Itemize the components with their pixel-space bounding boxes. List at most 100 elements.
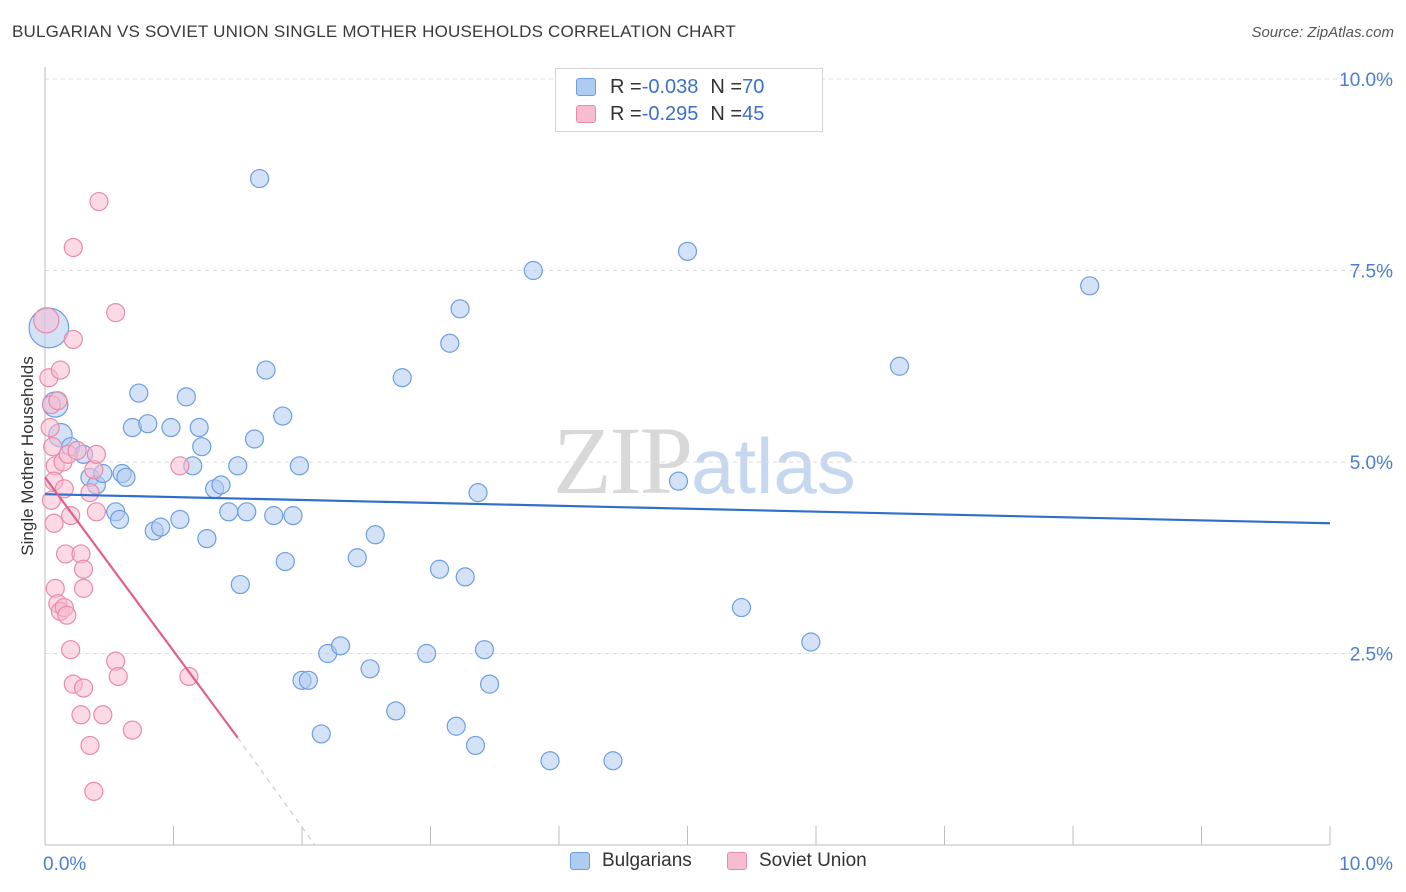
soviet-union-point — [106, 303, 126, 323]
bulgarians-point — [256, 360, 276, 380]
legend-row-soviet-union: R = -0.295 N = 45 — [576, 100, 764, 128]
bulgarians-point — [151, 517, 171, 537]
soviet-union-point — [84, 781, 104, 801]
bulgarians-point — [275, 551, 295, 572]
legend-r-label: R = — [610, 75, 642, 98]
bulgarians-point — [109, 509, 130, 530]
soviet-union-point — [33, 307, 60, 334]
soviet-union-point — [73, 559, 94, 579]
bulgarians-point — [429, 559, 450, 579]
legend-label-bulgarians: Bulgarians — [602, 850, 692, 871]
bulgarians-point — [237, 502, 257, 522]
bulgarians-point — [244, 429, 265, 449]
soviet-union-point — [54, 479, 74, 499]
bulgarians-point — [273, 406, 293, 426]
bulgarians-point — [440, 333, 460, 353]
x-tick-label: 0.0% — [43, 854, 86, 875]
soviet-union-point — [43, 437, 63, 457]
soviet-union-trendline-extension — [237, 737, 316, 846]
bulgarians-point — [116, 467, 136, 487]
bulgarians-trendline — [44, 493, 1331, 525]
x-tick-label: 10.0% — [1339, 854, 1393, 875]
bulgarians-point — [801, 632, 821, 652]
soviet-union-point — [93, 705, 113, 725]
soviet-union-point — [41, 490, 62, 510]
legend-r-value: -0.295 — [641, 102, 699, 125]
bulgarians-point — [176, 387, 196, 407]
bulgarians-point — [189, 417, 209, 438]
legend-swatch-soviet-union — [727, 852, 747, 870]
soviet-union-point — [89, 191, 109, 212]
soviet-union-point — [73, 578, 94, 598]
bulgarians-point — [192, 437, 212, 457]
soviet-union-point — [80, 735, 100, 756]
bulgarians-point — [330, 636, 351, 656]
soviet-union-point — [108, 666, 128, 687]
legend-swatch-blue — [576, 78, 596, 96]
bulgarians-point — [264, 506, 284, 526]
legend-n-value: 45 — [742, 102, 765, 125]
soviet-union-point — [67, 440, 87, 461]
soviet-union-point — [71, 705, 91, 725]
bulgarians-point — [311, 724, 331, 744]
soviet-union-point — [50, 360, 71, 380]
legend-r-value: -0.038 — [641, 75, 699, 98]
soviet-union-point — [73, 678, 94, 698]
bulgarians-point — [230, 574, 250, 595]
soviet-union-point — [179, 666, 199, 687]
bulgarians-point — [480, 674, 500, 694]
legend-item-bulgarians[interactable]: Bulgarians — [570, 850, 692, 872]
y-tick-label: 5.0% — [1350, 453, 1393, 474]
bulgarians-point — [468, 483, 488, 503]
bulgarians-point — [298, 670, 319, 690]
watermark-zip: ZIP — [553, 407, 693, 514]
bulgarians-point — [360, 659, 380, 679]
watermark-atlas: atlas — [691, 422, 856, 510]
soviet-union-point — [86, 502, 107, 522]
soviet-union-point — [44, 513, 64, 533]
soviet-union-point — [63, 329, 83, 350]
y-tick-label: 2.5% — [1350, 645, 1393, 666]
bulgarians-point — [392, 368, 412, 388]
soviet-union-point — [80, 483, 100, 503]
soviet-union-point — [170, 456, 190, 476]
y-tick-label: 7.5% — [1350, 262, 1393, 283]
soviet-union-point — [48, 391, 68, 411]
soviet-union-point — [61, 506, 81, 526]
bulgarians-point — [161, 417, 181, 438]
soviet-union-point — [57, 605, 77, 625]
bulgarians-point — [249, 168, 270, 189]
bulgarians-point — [289, 456, 310, 476]
bulgarians-point — [450, 299, 470, 319]
bulgarians-point — [283, 506, 303, 526]
bulgarians-point — [365, 525, 385, 545]
legend-r-label: R = — [610, 102, 642, 125]
y-tick-label: 10.0% — [1339, 70, 1393, 91]
bulgarians-point — [211, 475, 231, 495]
legend-item-soviet-union[interactable]: Soviet Union — [727, 850, 867, 872]
bulgarians-point — [347, 548, 367, 568]
bulgarians-point — [386, 701, 406, 721]
soviet-union-point — [122, 720, 142, 740]
bulgarians-point — [603, 751, 623, 771]
bulgarians-point — [228, 456, 248, 476]
legend-swatch-bulgarians — [570, 852, 590, 870]
soviet-union-trendline — [44, 476, 239, 739]
legend-row-bulgarians: R = -0.038 N = 70 — [576, 73, 764, 101]
bulgarians-point — [170, 509, 190, 530]
legend-n-label: N = — [710, 102, 743, 125]
bulgarians-point — [668, 471, 689, 491]
legend-label-soviet-union: Soviet Union — [759, 850, 867, 871]
bulgarians-point — [731, 597, 752, 618]
soviet-union-point — [86, 444, 107, 464]
bulgarians-point — [138, 414, 158, 434]
bulgarians-point — [474, 640, 495, 660]
bulgarians-point — [417, 643, 437, 664]
legend-n-label: N = — [710, 75, 743, 98]
soviet-union-point — [40, 417, 60, 438]
watermark: ZIPatlas — [553, 405, 856, 516]
bulgarians-point — [129, 383, 149, 403]
chart-title: BULGARIAN VS SOVIET UNION SINGLE MOTHER … — [12, 22, 736, 41]
legend-swatch-pink — [576, 105, 596, 123]
